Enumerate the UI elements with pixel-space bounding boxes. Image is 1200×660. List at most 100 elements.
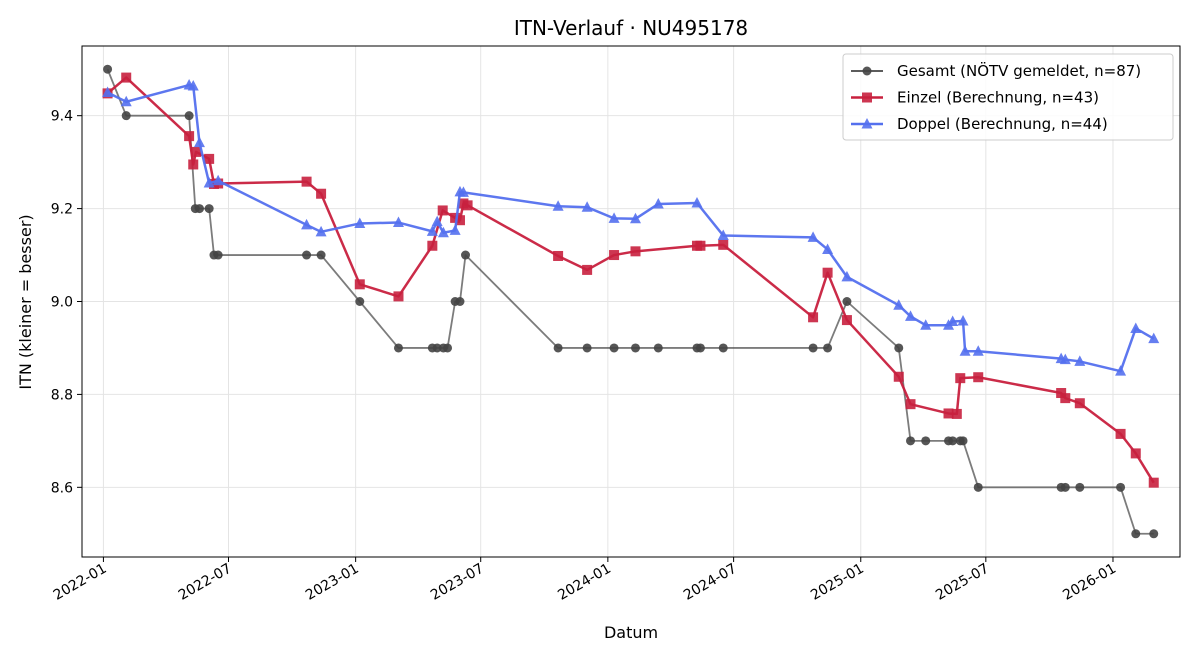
data-point-circle: [823, 343, 833, 353]
data-point-triangle: [959, 345, 971, 356]
data-point-square: [427, 240, 438, 251]
data-point-circle: [194, 204, 204, 214]
data-point-triangle: [691, 197, 703, 208]
data-point-circle: [1149, 529, 1159, 539]
data-point-triangle: [193, 136, 205, 148]
data-point-circle: [432, 343, 442, 353]
data-point-triangle: [426, 225, 438, 236]
data-point-triangle: [102, 86, 114, 97]
data-point-circle: [553, 343, 563, 353]
legend: Gesamt (NÖTV gemeldet, n=87) Einzel (Bere…: [842, 53, 1174, 141]
data-point-square: [1060, 393, 1071, 404]
data-point-square: [1056, 388, 1067, 399]
data-point-circle: [609, 343, 619, 353]
y-tick-label: 9.4: [51, 109, 73, 125]
legend-marker-triangle: [861, 118, 873, 129]
data-point-circle: [718, 343, 728, 353]
data-point-triangle: [841, 270, 853, 282]
data-point-square: [121, 72, 132, 83]
data-point-square: [393, 291, 404, 302]
data-point-circle: [582, 343, 592, 353]
legend-label: Gesamt (NÖTV gemeldet, n=87): [897, 61, 1141, 80]
data-point-triangle: [972, 345, 984, 356]
y-tick-label: 8.8: [51, 387, 73, 403]
data-point-triangle: [608, 212, 620, 223]
data-point-circle: [204, 204, 214, 214]
data-point-circle: [958, 436, 968, 446]
y-axis: 8.6 8.8 9.0 9.2 9.4: [51, 109, 82, 496]
data-point-square: [354, 279, 365, 290]
data-point-triangle: [822, 243, 834, 254]
data-point-triangle: [315, 225, 327, 237]
data-point-square: [1074, 398, 1085, 409]
data-point-circle: [103, 64, 113, 74]
data-point-square: [630, 246, 641, 257]
data-point-circle: [1116, 482, 1126, 492]
data-point-square: [718, 239, 729, 250]
data-point-circle: [653, 343, 663, 353]
data-point-triangle: [1074, 355, 1086, 366]
data-point-circle: [393, 343, 403, 353]
data-point-triangle: [120, 95, 132, 107]
data-point-square: [951, 408, 962, 419]
data-point-circle: [630, 343, 640, 353]
data-point-square: [462, 200, 473, 211]
legend-marker-circle: [862, 66, 872, 76]
legend-label: Doppel (Berechnung, n=44): [897, 115, 1108, 133]
data-point-triangle: [1148, 332, 1160, 344]
data-point-circle: [443, 343, 453, 353]
data-point-square: [808, 312, 819, 323]
data-point-square: [1130, 448, 1141, 459]
data-point-circle: [213, 250, 223, 260]
data-point-square: [955, 373, 966, 384]
data-point-triangle: [187, 79, 199, 91]
data-point-square: [191, 146, 202, 157]
data-point-circle: [1131, 529, 1141, 539]
x-axis-title: Datum: [604, 623, 658, 642]
data-point-triangle: [552, 200, 564, 211]
data-point-triangle: [652, 197, 664, 209]
data-point-triangle: [457, 186, 469, 197]
data-point-triangle: [957, 315, 969, 326]
data-point-square: [188, 159, 199, 170]
data-point-triangle: [920, 319, 932, 330]
legend-label: Einzel (Berechnung, n=43): [897, 89, 1099, 107]
data-point-triangle: [212, 174, 224, 186]
data-point-circle: [842, 297, 852, 306]
data-point-triangle: [629, 212, 641, 224]
data-point-circle: [302, 250, 312, 260]
data-point-square: [1148, 477, 1159, 488]
data-point-square: [454, 215, 465, 226]
y-axis-title: ITN (kleiner = besser): [16, 214, 35, 389]
data-point-square: [609, 250, 620, 261]
data-point-triangle: [717, 229, 729, 241]
data-point-square: [695, 240, 706, 251]
data-point-square: [973, 372, 984, 383]
data-point-square: [553, 250, 564, 261]
data-point-square: [204, 153, 215, 164]
data-point-triangle: [431, 215, 443, 227]
data-point-circle: [906, 436, 916, 446]
data-point-triangle: [1059, 353, 1071, 365]
data-point-circle: [808, 343, 818, 353]
chart-title: ITN-Verlauf · NU495178: [514, 16, 748, 40]
data-point-circle: [355, 297, 365, 306]
data-point-square: [437, 205, 448, 216]
data-point-circle: [894, 343, 904, 353]
data-point-square: [905, 399, 916, 410]
legend-marker-square: [862, 92, 872, 103]
data-point-square: [1115, 428, 1126, 439]
legend-item: Einzel (Berechnung, n=43): [851, 89, 1099, 107]
data-point-square: [582, 264, 593, 275]
y-tick-label: 9.0: [51, 295, 73, 311]
data-point-square: [184, 131, 195, 142]
data-point-triangle: [807, 231, 819, 242]
data-point-square: [822, 267, 833, 278]
data-point-triangle: [581, 201, 593, 212]
series-layer: [102, 64, 1160, 539]
legend-box: [842, 53, 1174, 141]
data-point-triangle: [1130, 322, 1142, 333]
data-point-triangle: [437, 226, 449, 238]
data-point-triangle: [905, 310, 917, 321]
data-point-circle: [973, 482, 983, 492]
